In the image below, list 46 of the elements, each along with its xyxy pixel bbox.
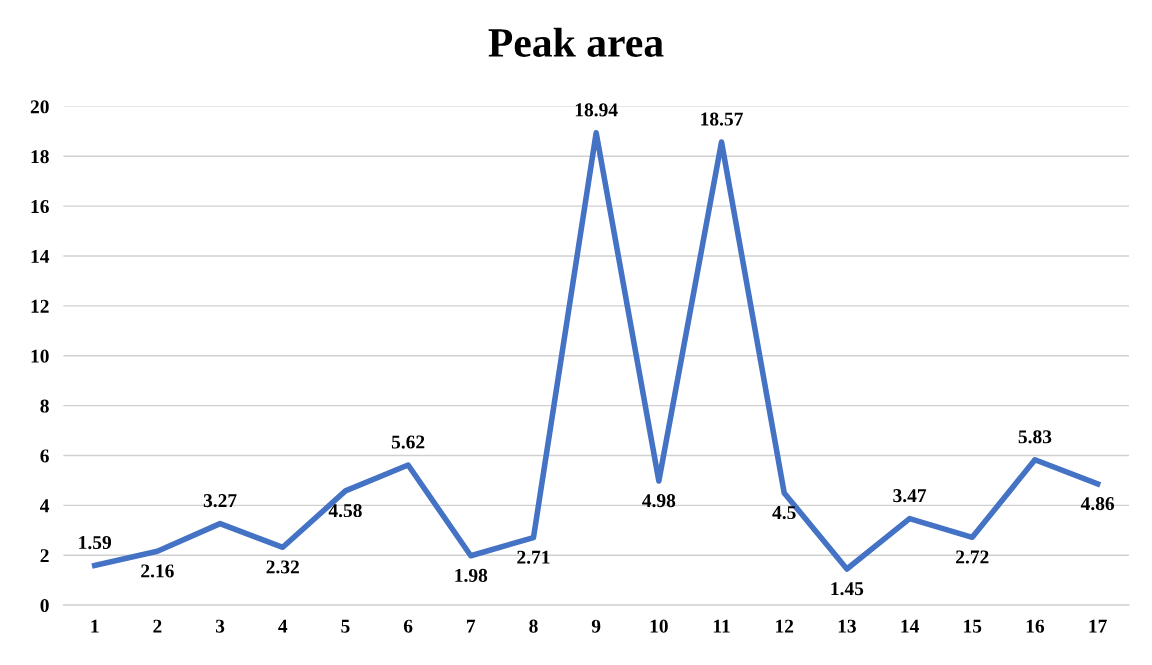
data-label: 18.57 — [701, 112, 743, 126]
data-label: 1.59 — [79, 535, 112, 550]
data-label: 2.71 — [517, 550, 550, 564]
data-label: 3.27 — [203, 494, 237, 508]
data-label: 5.83 — [1018, 430, 1052, 444]
x-tick-label: 12 — [776, 619, 794, 633]
x-tick-label: 11 — [713, 619, 730, 633]
data-label: 1.98 — [455, 568, 488, 583]
data-label: 18.94 — [575, 103, 618, 117]
x-tick-label: 10 — [650, 619, 668, 633]
data-label: 4.98 — [642, 494, 676, 508]
y-tick-label: 18 — [31, 150, 49, 164]
y-tick-label: 8 — [40, 399, 49, 413]
data-label: 2.16 — [141, 564, 174, 578]
x-tick-label: 6 — [403, 619, 413, 633]
data-label: 5.62 — [391, 435, 425, 449]
x-tick-label: 7 — [467, 619, 476, 633]
x-tick-label: 17 — [1089, 619, 1107, 633]
chart-title: Peak area — [488, 27, 664, 57]
data-label: 4.58 — [328, 504, 362, 518]
x-tick-label: 2 — [153, 619, 162, 633]
x-tick-label: 4 — [278, 619, 288, 633]
y-tick-label: 14 — [31, 249, 50, 263]
y-tick-label: 6 — [40, 449, 49, 463]
x-tick-label: 3 — [215, 619, 225, 633]
data-label: 1.45 — [831, 582, 864, 596]
data-label: 3.47 — [893, 489, 927, 503]
data-label: 4.86 — [1080, 497, 1115, 511]
data-label: 2.32 — [266, 560, 299, 574]
y-tick-label: 0 — [40, 598, 49, 613]
y-tick-label: 10 — [31, 349, 49, 363]
data-label: 2.72 — [956, 550, 989, 564]
x-tick-label: 5 — [341, 619, 350, 633]
x-tick-label: 1 — [91, 619, 99, 633]
x-tick-label: 16 — [1026, 619, 1045, 633]
x-tick-label: 14 — [901, 619, 919, 633]
x-tick-label: 8 — [529, 619, 538, 633]
y-tick-label: 4 — [40, 499, 50, 513]
y-tick-label: 12 — [31, 299, 49, 313]
data-label: 4.5 — [772, 506, 796, 520]
y-tick-label: 16 — [31, 200, 49, 214]
x-tick-label: 15 — [964, 619, 982, 633]
y-tick-label: 2 — [40, 549, 49, 563]
x-tick-label: 13 — [838, 619, 856, 633]
x-tick-label: 9 — [591, 619, 601, 633]
y-tick-label: 20 — [30, 100, 49, 114]
